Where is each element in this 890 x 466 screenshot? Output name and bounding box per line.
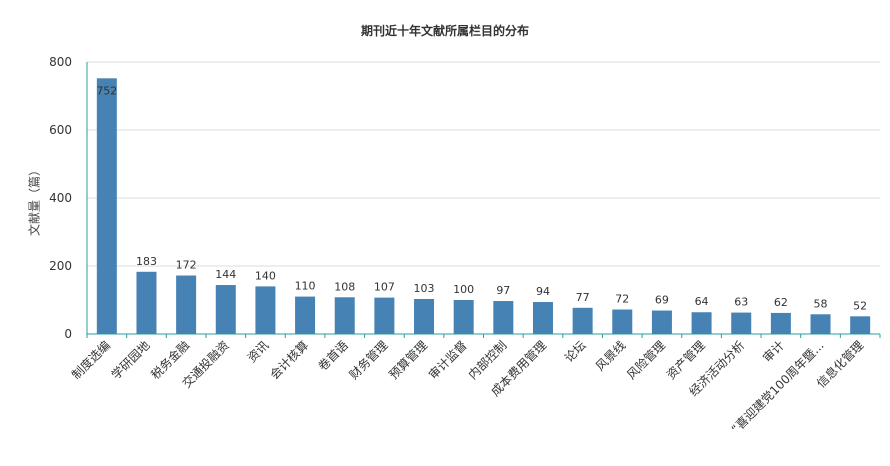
- x-tick-label: 风景线: [593, 338, 628, 373]
- data-label: 69: [655, 294, 669, 307]
- bar: [255, 286, 276, 334]
- x-tick-label: 卷首语: [315, 338, 351, 374]
- x-tick-label: 风险管理: [623, 338, 668, 383]
- x-tick-label: 论坛: [562, 338, 589, 365]
- data-label: 77: [576, 291, 590, 304]
- data-label: 62: [774, 296, 788, 309]
- x-tick-label: 财务管理: [346, 338, 391, 383]
- bar: [612, 309, 633, 334]
- x-tick-label: 资讯: [245, 338, 272, 365]
- data-label: 103: [414, 282, 435, 295]
- data-label: 63: [734, 296, 748, 309]
- data-label: 58: [814, 297, 828, 310]
- data-label: 110: [295, 280, 316, 293]
- data-label: 108: [334, 280, 355, 293]
- bar: [136, 271, 157, 334]
- data-label: 752: [96, 84, 117, 97]
- bar: [176, 275, 197, 334]
- data-label: 144: [215, 268, 236, 281]
- data-label: 172: [176, 259, 197, 272]
- y-tick-label: 0: [64, 327, 72, 341]
- y-tick-label: 200: [49, 259, 72, 273]
- data-label: 97: [496, 284, 510, 297]
- bar: [770, 312, 791, 334]
- x-tick-label: 学研园地: [108, 338, 153, 383]
- data-label: 183: [136, 255, 157, 268]
- x-tick-label: 会计核算: [267, 338, 312, 383]
- bar: [334, 297, 355, 334]
- bar: [374, 297, 395, 334]
- bar: [215, 285, 236, 334]
- bar: [850, 316, 871, 334]
- x-tick-label: 审计: [759, 338, 787, 366]
- data-label: 107: [374, 281, 395, 294]
- bar: [810, 314, 831, 334]
- x-tick-label: 制度选编: [68, 338, 113, 383]
- bar: [96, 78, 117, 334]
- data-label: 100: [453, 283, 474, 296]
- bar: [691, 312, 712, 334]
- chart-title: 期刊近十年文献所属栏目的分布: [360, 24, 529, 38]
- bar: [414, 298, 435, 334]
- x-tick-label: 预算管理: [386, 338, 431, 383]
- bar: [453, 300, 474, 334]
- bar: [731, 312, 752, 334]
- y-tick-label: 600: [49, 123, 72, 137]
- data-label: 64: [695, 295, 709, 308]
- data-label: 72: [615, 293, 629, 306]
- bar: [532, 302, 553, 334]
- bar: [493, 301, 514, 334]
- y-tick-label: 800: [49, 55, 72, 69]
- bar: [572, 307, 593, 334]
- y-tick-label: 400: [49, 191, 72, 205]
- data-label: 140: [255, 269, 276, 282]
- data-label: 94: [536, 285, 550, 298]
- x-tick-label: 审计监督: [425, 338, 470, 383]
- bar: [295, 296, 316, 334]
- data-label: 52: [853, 299, 867, 312]
- bar: [651, 310, 672, 334]
